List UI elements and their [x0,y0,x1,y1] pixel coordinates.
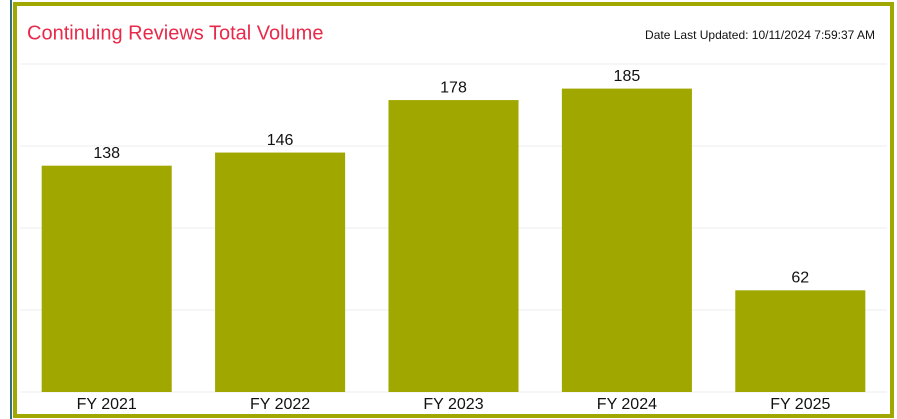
x-tick-label: FY 2024 [597,396,657,413]
bar [41,165,172,392]
chart-title: Continuing Reviews Total Volume [27,22,323,44]
x-tick-label: FY 2022 [250,396,310,413]
value-label: 178 [440,79,467,96]
x-tick-label: FY 2023 [423,396,483,413]
x-tick-label: FY 2021 [77,396,137,413]
bar [215,152,346,392]
value-label: 62 [791,270,809,287]
frame [13,2,894,418]
value-label: 146 [267,132,294,149]
date-updated: Date Last Updated: 10/11/2024 7:59:37 AM [645,28,875,42]
x-tick-label: FY 2025 [770,396,830,413]
bar [561,88,692,392]
bar [735,290,866,392]
value-label: 138 [93,145,120,162]
value-label: 185 [614,68,641,85]
bar [388,100,519,392]
